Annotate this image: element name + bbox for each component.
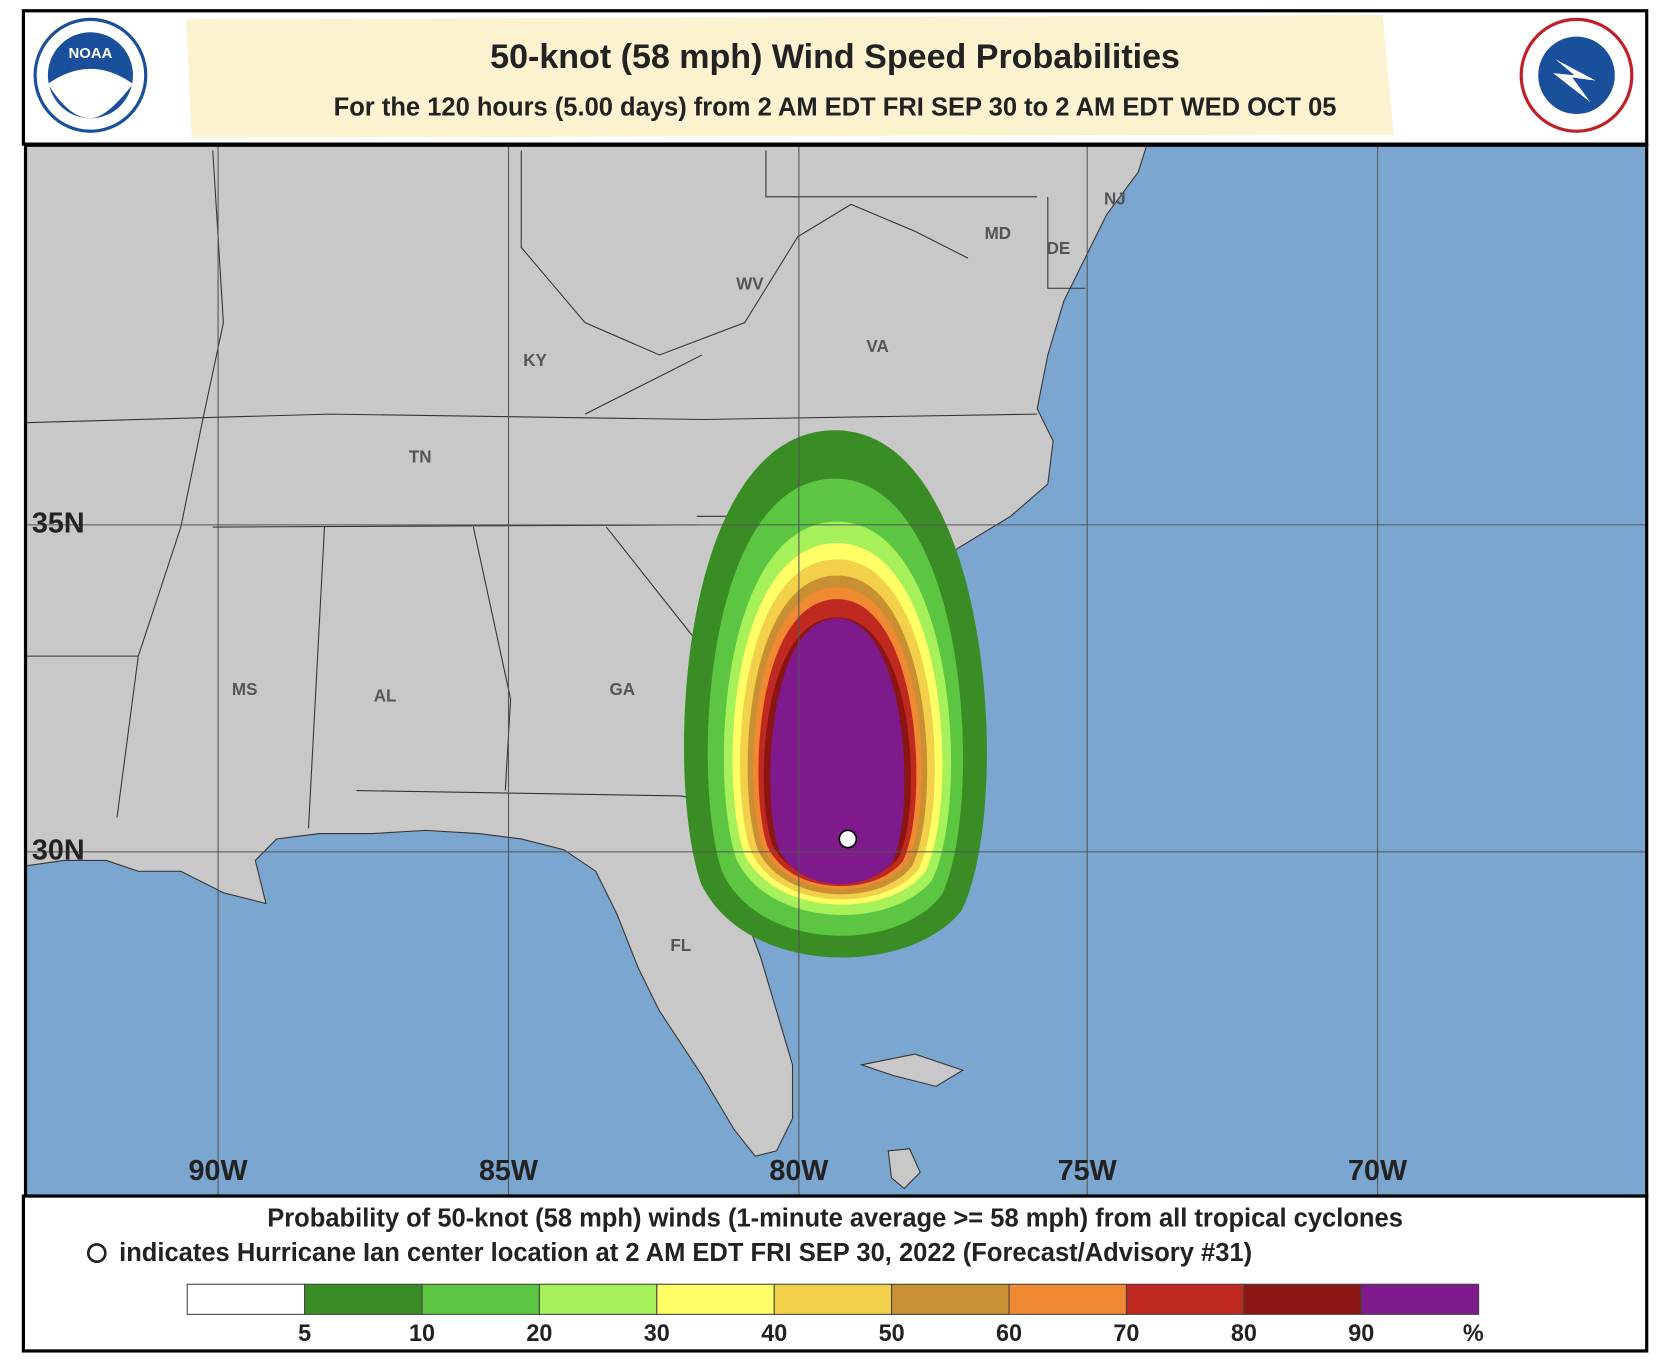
color-swatch xyxy=(1360,1283,1480,1315)
color-swatch xyxy=(421,1283,540,1315)
color-tick-label: 20 xyxy=(526,1320,552,1346)
state-label: NJ xyxy=(1104,190,1126,209)
longitude-label: 85W xyxy=(479,1155,539,1187)
color-tick-label: 80 xyxy=(1231,1320,1257,1346)
color-tick-label: 5 xyxy=(298,1320,311,1346)
color-swatch xyxy=(186,1283,306,1315)
color-tick-label: 30 xyxy=(644,1320,670,1346)
legend-line1: Probability of 50-knot (58 mph) winds (1… xyxy=(267,1204,1403,1232)
probability-contours xyxy=(683,430,987,958)
color-tick-label: 10 xyxy=(409,1320,435,1346)
subtitle: For the 120 hours (5.00 days) from 2 AM … xyxy=(334,93,1337,121)
state-label: KY xyxy=(523,351,547,370)
color-tick-label: 70 xyxy=(1113,1320,1139,1346)
color-swatch xyxy=(538,1283,658,1315)
highlight xyxy=(186,15,1394,138)
noaa-logo: NOAA xyxy=(33,17,148,133)
longitude-label: 90W xyxy=(189,1155,249,1187)
state-border xyxy=(25,150,224,818)
unit-label: % xyxy=(1463,1320,1484,1346)
state-label: WV xyxy=(736,274,764,293)
state-border xyxy=(520,150,969,415)
state-label: AL xyxy=(374,686,397,705)
state-label: MD xyxy=(985,224,1011,243)
state-label: GA xyxy=(610,680,636,699)
state-label: MS xyxy=(232,680,258,699)
land xyxy=(24,144,1148,1157)
storm-center xyxy=(838,829,858,849)
color-swatch xyxy=(891,1283,1010,1315)
graticule: 90W 85W 80W 75W 70W 35N 30N xyxy=(25,145,1647,1197)
legend-frame xyxy=(21,1194,1649,1353)
state-label: FL xyxy=(670,936,691,955)
map: WVVAKYTNNCSCGAALMSFLMDDENJ xyxy=(24,144,1647,1197)
title: 50-knot (58 mph) Wind Speed Probabilitie… xyxy=(490,38,1180,76)
state-label: VA xyxy=(866,337,888,356)
color-bar: 5 10 20 30 40 50 60 70 80 90% xyxy=(186,1283,1484,1346)
center-symbol xyxy=(86,1243,107,1264)
island xyxy=(887,1148,921,1190)
color-swatch xyxy=(304,1283,423,1315)
state-border xyxy=(25,413,1038,424)
latitude-label: 35N xyxy=(32,507,85,539)
longitude-label: 80W xyxy=(769,1155,829,1187)
color-swatch xyxy=(1008,1283,1127,1315)
state-label: DE xyxy=(1047,239,1071,258)
legend-line2: indicates Hurricane Ian center location … xyxy=(119,1239,1252,1267)
probability-contour xyxy=(770,618,905,885)
color-tick-label: 60 xyxy=(996,1320,1022,1346)
state-label: TN xyxy=(409,448,432,467)
latitude-label: 30N xyxy=(32,834,85,866)
color-swatch xyxy=(1243,1283,1362,1315)
color-swatch xyxy=(656,1283,775,1315)
color-swatch xyxy=(1125,1283,1245,1315)
longitude-label: 75W xyxy=(1058,1155,1118,1187)
color-swatch xyxy=(773,1283,893,1315)
nws-logo xyxy=(1519,17,1634,133)
color-tick-label: 90 xyxy=(1348,1320,1374,1346)
logo-text: NOAA xyxy=(69,45,113,62)
longitude-label: 70W xyxy=(1348,1155,1408,1187)
color-tick-label: 40 xyxy=(761,1320,787,1346)
color-tick-label: 50 xyxy=(879,1320,905,1346)
island xyxy=(859,1053,964,1087)
